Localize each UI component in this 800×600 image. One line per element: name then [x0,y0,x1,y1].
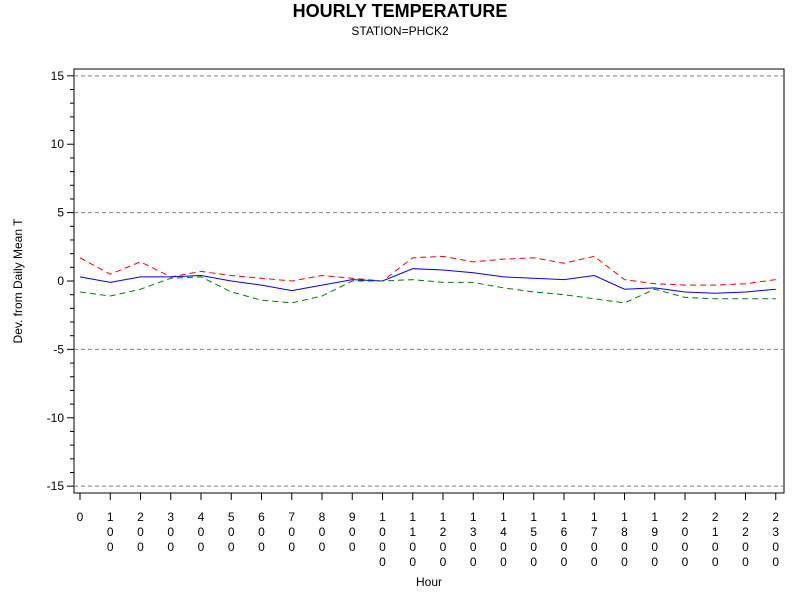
y-axis: -15 -10 -5 0 5 10 15 [47,69,74,493]
series-line-mean [79,268,776,294]
x-axis: 0 1 0 0 2 0 0 3 0 0 4 0 0 5 0 0 6 0 0 7 0 0 8 0 0 9 0 0 1 0 0 0 1 1 0 0 1 2 0 0… [77,493,779,569]
series-group [79,255,776,304]
series-line-upper [79,255,776,286]
y-axis-label: Dev. from Daily Mean T [11,218,25,344]
chart-subtitle: STATION=PHCK2 [351,24,449,38]
y-tick-label: -10 [47,411,65,425]
y-tick-label: -5 [53,342,64,356]
y-tick-label: -15 [47,479,65,493]
y-tick-label: 5 [57,206,64,220]
x-tick-label: 0 [77,510,84,524]
y-tick-label: 0 [57,274,64,288]
series-line-lower [79,276,776,304]
chart-title: HOURLY TEMPERATURE [293,1,508,21]
y-tick-label: 15 [51,69,65,83]
x-axis-label: Hour [416,575,442,589]
y-tick-label: 10 [51,137,65,151]
reference-lines [74,75,784,487]
